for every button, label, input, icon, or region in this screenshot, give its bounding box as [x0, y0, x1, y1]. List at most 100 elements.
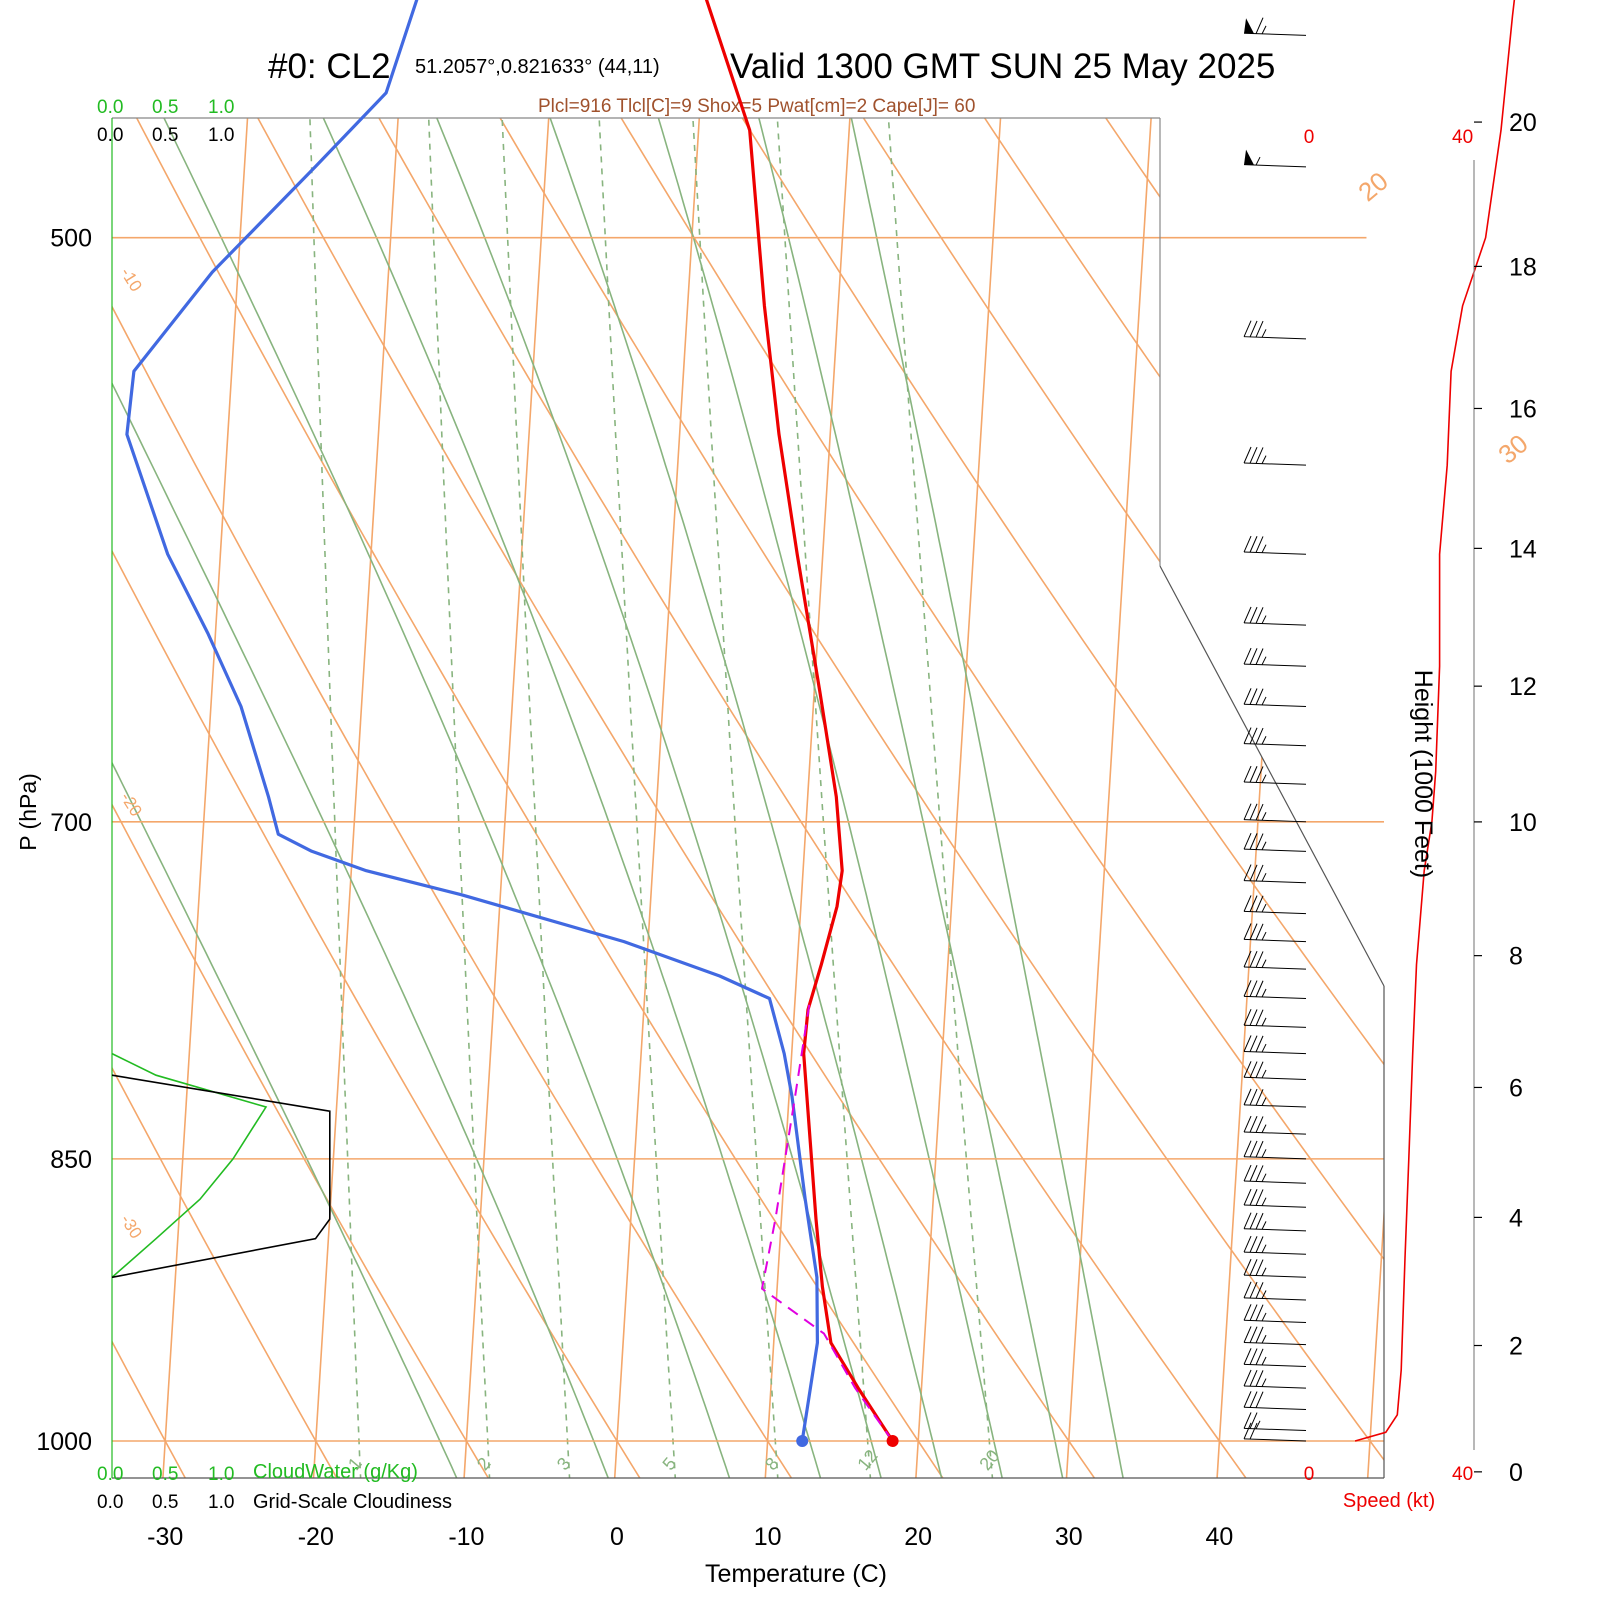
- height-tick-label: 2: [1509, 1333, 1523, 1361]
- height-tick-label: 14: [1509, 535, 1537, 563]
- cloud-panel: [111, 1052, 331, 1279]
- wind-barb-staff: [1244, 880, 1307, 884]
- wind-barb-flag: [1249, 1061, 1258, 1078]
- wind-barb-flag: [1255, 1370, 1264, 1387]
- mixing-ratio-line: [585, 118, 677, 1478]
- wind-barb-flag: [1255, 951, 1264, 968]
- wind-barb: [1243, 765, 1307, 785]
- pressure-tick-label: 1000: [36, 1428, 92, 1456]
- dry-adiabat-line: [0, 0, 41, 1492]
- wind-barb-flag: [1255, 1089, 1264, 1106]
- wind-barb-flag: [1243, 727, 1252, 744]
- isobar-grid: [112, 236, 1384, 1442]
- height-tick-label: 6: [1509, 1074, 1523, 1102]
- moist-adiabat-line: [112, 118, 464, 1478]
- wind-barb: [1243, 1115, 1307, 1135]
- temperature-profile-line: [704, 0, 894, 1442]
- wind-barb-flag: [1249, 447, 1258, 464]
- isotherm-line: [462, 118, 617, 1478]
- dry-adiabat-line: [636, 118, 1384, 1478]
- wind-barb: [1244, 17, 1307, 36]
- wind-barb-half-flag: [1255, 156, 1261, 166]
- wind-barb-half-flag: [1261, 736, 1267, 745]
- stability-indices: Plcl=916 Tlcl[C]=9 Shox=5 Pwat[cm]=2 Cap…: [538, 96, 975, 117]
- wind-barb-staff: [1244, 32, 1307, 36]
- cloudiness-legend-label: Grid-Scale Cloudiness: [253, 1491, 452, 1513]
- wind-barb: [1243, 832, 1307, 852]
- wind-barb-flag: [1243, 320, 1252, 337]
- cloudwater-top-tick-1: 0.5: [152, 97, 178, 118]
- wind-barb-flag: [1255, 980, 1264, 997]
- wind-barb-flag: [1249, 1348, 1258, 1365]
- wind-barb: [1243, 1188, 1307, 1208]
- x-axis-title: Temperature (C): [705, 1560, 887, 1588]
- wind-barb-flag: [1249, 895, 1258, 912]
- temperature-tick-label: -20: [298, 1523, 334, 1551]
- moist-adiabat-line: [112, 118, 615, 1478]
- wind-barb: [1243, 1235, 1307, 1255]
- wind-barb-flag: [1249, 1422, 1258, 1440]
- dry-adiabat-line: [112, 118, 498, 1478]
- wind-barb-staff: [1244, 1131, 1307, 1135]
- cloudwater-top-tick-0: 0.0: [97, 97, 123, 118]
- wind-barb-flag: [1249, 1412, 1258, 1429]
- moist-adiabat-line: [112, 118, 826, 1478]
- wind-barb-flag: [1255, 833, 1264, 850]
- wind-barb-half-flag: [1261, 1197, 1267, 1206]
- wind-barb-flag: [1249, 864, 1258, 881]
- dry-adiabat-line: [231, 118, 1384, 1478]
- chart-title-main: #0: CL2: [268, 47, 391, 86]
- wind-barb-flag: [1243, 535, 1252, 553]
- dry-adiabat-line: [112, 118, 1105, 1478]
- wind-barb-flag: [1243, 1035, 1252, 1052]
- wind-barb-flag: [1249, 1391, 1258, 1408]
- wind-barb-staff: [1244, 336, 1307, 340]
- wind-barb-flag: [1255, 1304, 1264, 1321]
- wind-barb: [1243, 1412, 1307, 1432]
- wind-barb-flag: [1255, 607, 1264, 624]
- wind-barb-half-flag: [1261, 1267, 1267, 1276]
- cloudiness-line: [111, 1074, 331, 1279]
- dry-adiabat-grid: [0, 0, 1384, 1492]
- wind-barb: [1243, 1164, 1307, 1184]
- cloud-water-line: [111, 1052, 268, 1278]
- wind-barb-flag: [1255, 1348, 1264, 1365]
- axes: 100-10-20-300102030024681012141618202224…: [36, 109, 1537, 1551]
- cloudwater-top-tick-2: 1.0: [208, 97, 234, 118]
- dry-adiabat-line: [112, 118, 1384, 1478]
- wind-barb-half-flag: [1261, 1069, 1267, 1079]
- wind-barb-flag: [1255, 1165, 1264, 1182]
- wind-barb: [1243, 1088, 1307, 1108]
- wind-barb-staff: [1244, 743, 1307, 747]
- wind-barb-flag: [1243, 1391, 1252, 1408]
- wind-barb: [1243, 1348, 1307, 1368]
- wind-barb-staff: [1244, 462, 1307, 466]
- wind-barb-staff: [1244, 1104, 1307, 1108]
- wind-barb-half-flag: [1261, 841, 1267, 851]
- wind-barb-flag: [1255, 320, 1264, 338]
- wind-barb-flag: [1243, 864, 1252, 881]
- wind-barb-flag: [1243, 1061, 1252, 1078]
- wind-barb-half-flag: [1261, 931, 1267, 941]
- wind-barb-flag: [1249, 1259, 1258, 1276]
- wind-barb-staff: [1244, 938, 1307, 943]
- wind-barb-staff: [1244, 966, 1307, 970]
- moist-adiabat-line: [112, 118, 946, 1478]
- surface-dewpoint-marker: [796, 1435, 809, 1447]
- cloudwater-bottom-tick-2: 1.0: [208, 1464, 234, 1485]
- moist-adiabat-line: [432, 118, 1067, 1478]
- cloudiness-top-tick-0: 0.0: [97, 125, 123, 146]
- speed-bottom-tick-label: 40: [1452, 1464, 1473, 1485]
- pressure-tick-label: 700: [50, 809, 92, 837]
- wind-barb: [1243, 980, 1307, 1000]
- wind-barb-flag: [1249, 1326, 1258, 1343]
- wind-barb-staff: [1244, 1076, 1307, 1080]
- wind-barb-half-flag: [1261, 1334, 1267, 1344]
- wind-barb-flag: [1255, 1061, 1264, 1078]
- wind-barb: [1243, 1304, 1307, 1323]
- temperature-tick-label: 40: [1205, 1523, 1233, 1551]
- wind-barb-flag: [1255, 688, 1264, 705]
- dry-adiabat-line: [738, 118, 1384, 1478]
- plot-frame: [111, 117, 1385, 1479]
